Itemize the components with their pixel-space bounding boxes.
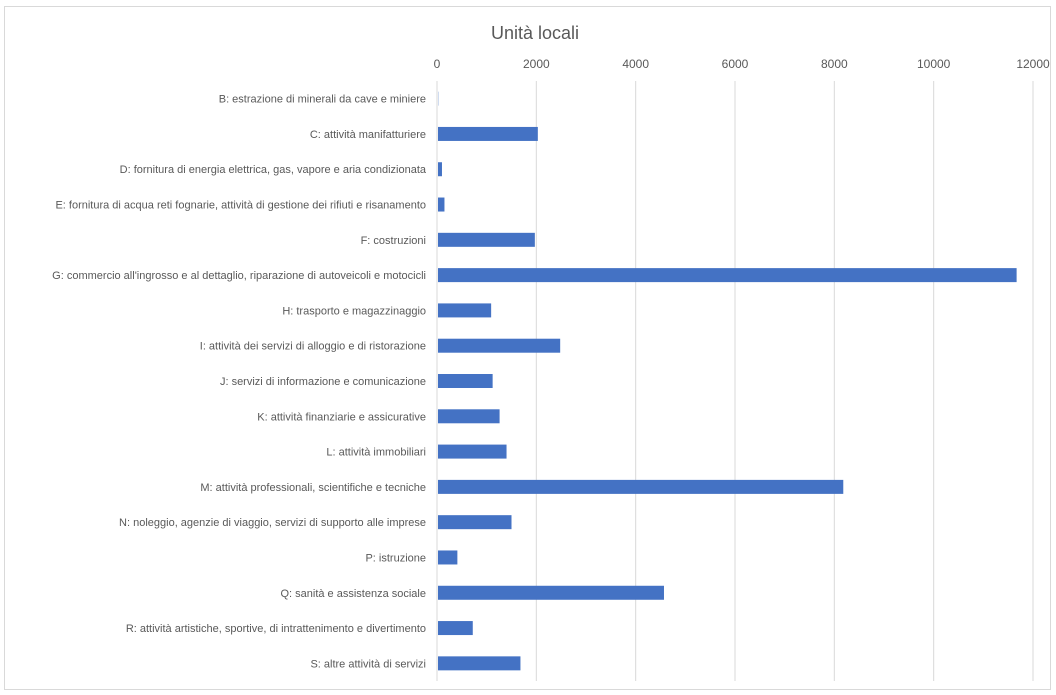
bar [438,374,493,388]
category-label: H: trasporto e magazzinaggio [282,305,426,317]
category-label: B: estrazione di minerali da cave e mini… [219,94,426,106]
x-tick-label: 4000 [622,57,649,71]
category-label: N: noleggio, agenzie di viaggio, servizi… [119,517,426,529]
category-label: D: fornitura di energia elettrica, gas, … [120,164,427,176]
bar [438,444,507,459]
bar [438,232,535,247]
category-label: G: commercio all'ingrosso e al dettaglio… [52,270,426,282]
category-label: E: fornitura di acqua reti fognarie, att… [55,200,426,212]
category-label: L: attività immobiliari [326,447,426,459]
category-label: Q: sanità e assistenza sociale [280,588,426,600]
x-tick-label: 2000 [523,57,550,71]
x-tick-label: 8000 [821,57,848,71]
x-tick-label: 0 [434,57,441,71]
category-label: I: attività dei servizi di alloggio e di… [200,341,426,353]
x-axis-ticks: 0 2000 4000 6000 8000 10000 12000 [434,57,1050,71]
category-label: K: attività finanziarie e assicurative [257,411,426,423]
bar [438,162,442,177]
bar [438,585,664,600]
bar [438,409,500,424]
category-labels: B: estrazione di minerali da cave e mini… [52,94,427,671]
category-label: P: istruzione [365,552,426,564]
category-label: R: attività artistiche, sportive, di int… [126,623,426,635]
x-tick-label: 12000 [1016,57,1050,71]
bar [438,515,512,530]
category-label: M: attività professionali, scientifiche … [200,482,426,494]
bar [438,479,844,494]
gridlines [436,81,1034,681]
bar [438,126,538,141]
x-tick-label: 6000 [722,57,749,71]
category-label: S: altre attività di servizi [310,658,426,670]
bars [438,91,1017,671]
bar [438,197,445,212]
bar [438,338,561,353]
x-tick-label: 10000 [917,57,951,71]
bar [438,621,473,636]
category-label: C: attività manifatturiere [310,129,426,141]
category-label: F: costruzioni [361,235,426,247]
bar [438,550,458,565]
chart-title: Unità locali [491,23,579,43]
bar [438,656,521,671]
category-label: J: servizi di informazione e comunicazio… [220,376,426,388]
bar [438,268,1017,283]
bar [438,303,492,318]
